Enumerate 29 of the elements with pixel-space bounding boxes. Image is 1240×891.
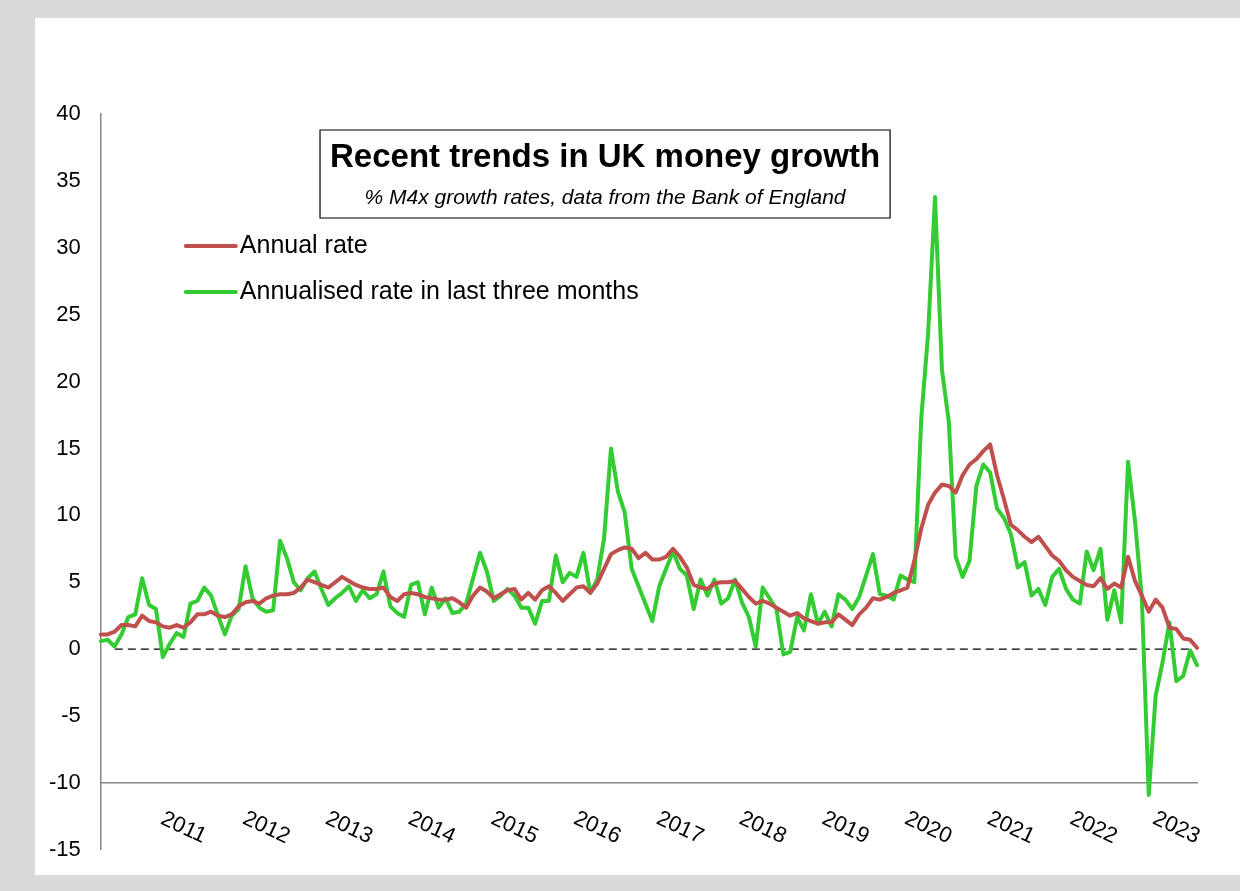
x-tick-label: 2020: [901, 804, 957, 849]
y-tick-label: 20: [56, 367, 81, 393]
text: Recent trends in UK money growth: [330, 137, 881, 175]
x-tick-label: 2023: [1149, 804, 1205, 849]
y-tick-label: 25: [56, 300, 81, 326]
legend-label: Annualised rate in last three months: [239, 275, 639, 304]
x-tick-label: 2022: [1066, 804, 1122, 849]
x-tick-label: 2012: [239, 804, 295, 849]
x-tick-label: 2015: [487, 804, 543, 849]
y-tick-label: -5: [61, 702, 81, 728]
x-tick-label: 2021: [983, 804, 1039, 849]
y-tick-label: 40: [56, 100, 81, 126]
y-tick-label: 10: [56, 501, 81, 527]
y-tick-label: 5: [68, 568, 81, 594]
x-tick-label: 2014: [404, 804, 460, 849]
x-tick-label: 2018: [735, 804, 791, 849]
y-tick-label: -10: [49, 768, 81, 794]
x-tick-label: 2011: [157, 805, 211, 848]
y-tick-label: 15: [56, 434, 81, 460]
y-tick-label: 0: [68, 635, 81, 661]
x-tick-label: 2016: [570, 804, 626, 849]
y-tick-label: 30: [56, 233, 81, 259]
x-tick-label: 2017: [653, 804, 708, 849]
legend-label: Annual rate: [239, 229, 368, 258]
y-tick-label: 35: [56, 166, 81, 192]
text: % M4x growth rates, data from the Bank of England: [364, 184, 847, 208]
x-tick-label: 2013: [322, 804, 378, 849]
y-tick-label: -15: [49, 835, 81, 861]
x-tick-label: 2019: [818, 804, 874, 849]
